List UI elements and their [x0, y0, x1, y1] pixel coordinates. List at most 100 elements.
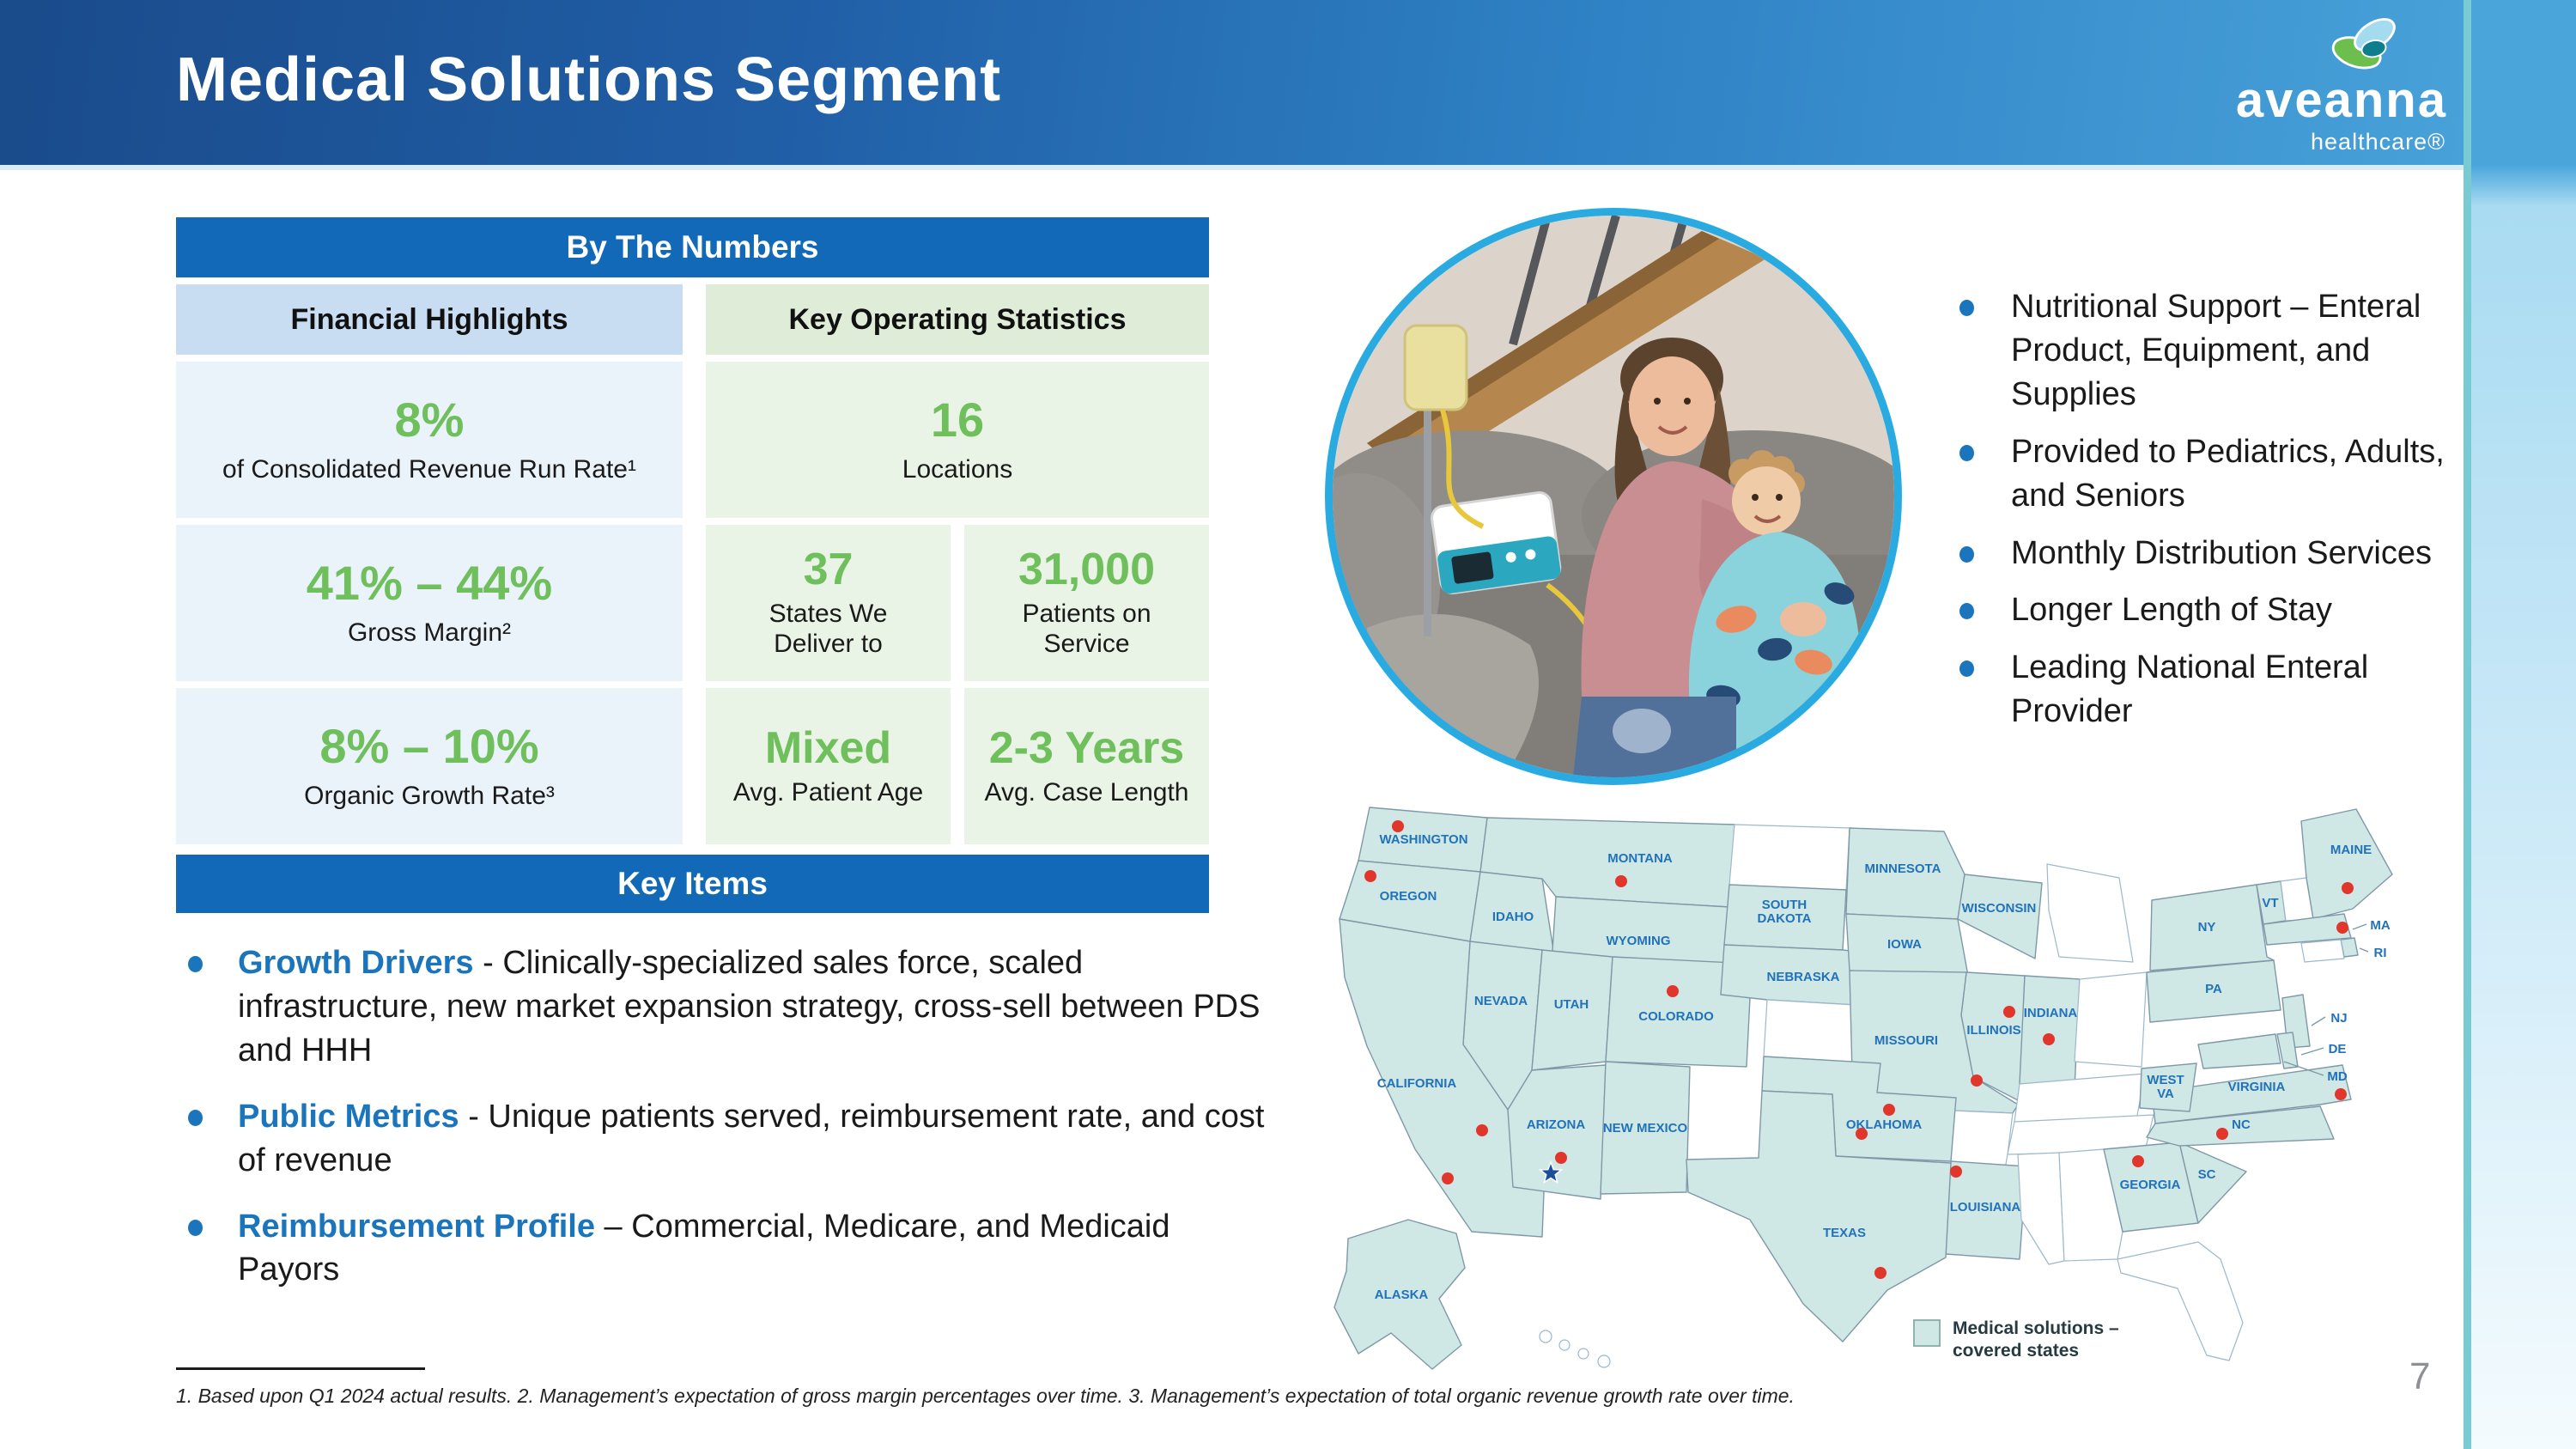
- headquarters-star: [1538, 1160, 1564, 1184]
- key-item-growth-drivers: Growth Drivers - Clinically-specialized …: [176, 941, 1275, 1073]
- state-NC: [2146, 1105, 2335, 1147]
- stat-value: Mixed: [764, 723, 892, 773]
- state-label-NV: NEVADA: [1474, 994, 1528, 1008]
- location-dot: [1667, 985, 1679, 997]
- logo-subtitle: healthcare®: [2311, 129, 2445, 155]
- location-dot: [2336, 922, 2348, 934]
- legend-line-2: covered states: [1953, 1341, 2080, 1361]
- state-IN: [2019, 975, 2081, 1090]
- state-label-MO: MISSOURI: [1874, 1033, 1938, 1048]
- patient-photo: [1325, 208, 1902, 785]
- state-label-OK: OKLAHOMA: [1846, 1117, 1922, 1132]
- label-leader-NJ: [2311, 1016, 2326, 1026]
- state-label-SC: SC: [2198, 1167, 2216, 1182]
- state-label-WI: WISCONSIN: [1962, 901, 2037, 916]
- location-dot: [1615, 875, 1627, 887]
- page-title: Medical Solutions Segment: [176, 46, 1002, 114]
- label-leader-MA: [2352, 923, 2367, 930]
- key-operating-statistics-header: Key Operating Statistics: [706, 284, 1209, 355]
- state-HI-island: [1558, 1339, 1571, 1351]
- state-NY: [2149, 884, 2275, 971]
- stat-patients-on-service: 31,000 Patients on Service: [964, 525, 1209, 681]
- stat-value: 8% – 10%: [319, 718, 539, 773]
- state-CT: [2300, 939, 2345, 963]
- state-label-CO: COLORADO: [1638, 1009, 1714, 1024]
- state-label-NE: NEBRASKA: [1766, 970, 1839, 984]
- header-accent-strip: [0, 165, 2576, 170]
- segment-highlights-list: Nutritional Support – Enteral Product, E…: [1947, 285, 2451, 747]
- state-ME: [2300, 808, 2393, 920]
- state-MS: [2017, 1152, 2065, 1265]
- footnote: 1. Based upon Q1 2024 actual results. 2.…: [176, 1385, 1795, 1407]
- state-HI-island: [1597, 1355, 1611, 1368]
- location-dot: [1442, 1172, 1454, 1184]
- state-label-UT: UTAH: [1554, 997, 1589, 1012]
- state-label-AK: ALASKA: [1375, 1288, 1429, 1302]
- list-item: Monthly Distribution Services: [1947, 532, 2451, 575]
- state-CA: [1339, 918, 1545, 1238]
- legend-swatch-covered: [1913, 1319, 1941, 1347]
- stat-label: Organic Growth Rate³: [304, 781, 555, 810]
- map-legend: Medical solutions – covered states: [1913, 1318, 2119, 1362]
- aveanna-leaf-heart-icon: [2331, 18, 2396, 70]
- location-dot: [1971, 1075, 1983, 1087]
- state-label-MD: MD: [2327, 1069, 2347, 1084]
- stat-avg-patient-age: Mixed Avg. Patient Age: [706, 688, 951, 844]
- state-label-SD: SOUTH DAKOTA: [1757, 898, 1811, 926]
- by-the-numbers-header: By The Numbers: [176, 217, 1209, 277]
- state-TX: [1686, 1090, 1952, 1342]
- state-label-VT: VT: [2262, 896, 2278, 910]
- key-item-term: Public Metrics: [238, 1098, 459, 1135]
- state-label-RI: RI: [2374, 946, 2387, 960]
- state-label-OR: OREGON: [1380, 889, 1437, 904]
- state-FL: [2117, 1241, 2244, 1361]
- state-label-MT: MONTANA: [1607, 851, 1673, 866]
- legend-label: Medical solutions – covered states: [1953, 1318, 2119, 1362]
- state-MD: [2197, 1033, 2281, 1069]
- state-NM: [1600, 1061, 1691, 1195]
- list-item: Leading National Enteral Provider: [1947, 646, 2451, 734]
- key-items-header: Key Items: [176, 855, 1209, 913]
- stat-value: 16: [930, 392, 985, 447]
- stat-label: Avg. Patient Age: [732, 777, 924, 807]
- stat-value: 41% – 44%: [306, 555, 553, 610]
- state-label-WA: WASHINGTON: [1379, 832, 1467, 847]
- page-number: 7: [2409, 1355, 2431, 1397]
- legend-line-1: Medical solutions –: [1953, 1318, 2119, 1338]
- key-item-separator: –: [595, 1208, 632, 1245]
- state-label-NJ: NJ: [2330, 1011, 2347, 1026]
- state-CO: [1605, 956, 1753, 1068]
- key-item-public-metrics: Public Metrics - Unique patients served,…: [176, 1095, 1275, 1183]
- state-HI-island: [1539, 1330, 1552, 1343]
- stat-label: Gross Margin²: [347, 618, 512, 647]
- location-dot: [1364, 870, 1376, 882]
- state-label-DE: DE: [2329, 1042, 2347, 1056]
- label-leader-DE: [2300, 1047, 2324, 1056]
- location-dot: [1950, 1166, 1962, 1178]
- footnote-rule: [176, 1367, 425, 1370]
- key-items-list: Growth Drivers - Clinically-specialized …: [176, 941, 1275, 1314]
- header-band: [0, 0, 2576, 165]
- state-VA: [2151, 1064, 2352, 1124]
- stat-label: Avg. Case Length: [984, 777, 1189, 807]
- state-label-WV: WEST VA: [2147, 1073, 2184, 1101]
- location-dot: [1476, 1124, 1488, 1136]
- location-dot: [2043, 1033, 2055, 1045]
- label-leader-RI: [2359, 947, 2369, 953]
- logo-wordmark: aveanna: [2235, 72, 2447, 128]
- list-item: Provided to Pediatrics, Adults, and Seni…: [1947, 430, 2451, 518]
- list-item: Longer Length of Stay: [1947, 588, 2451, 632]
- stat-label: Locations: [902, 454, 1013, 484]
- state-label-VA: VIRGINIA: [2228, 1080, 2286, 1094]
- stat-organic-growth: 8% – 10% Organic Growth Rate³: [176, 688, 683, 844]
- state-label-GA: GEORGIA: [2120, 1178, 2181, 1192]
- state-label-ID: IDAHO: [1492, 910, 1534, 924]
- key-item-term: Reimbursement Profile: [238, 1208, 595, 1245]
- key-item-separator: -: [459, 1098, 489, 1135]
- state-MI: [2046, 863, 2134, 963]
- state-label-NC: NC: [2232, 1117, 2251, 1132]
- stat-label: of Consolidated Revenue Run Rate¹: [222, 454, 636, 484]
- location-dot: [1856, 1128, 1868, 1140]
- state-WI: [1957, 874, 2043, 959]
- stat-states-delivered: 37 States We Deliver to: [706, 525, 951, 681]
